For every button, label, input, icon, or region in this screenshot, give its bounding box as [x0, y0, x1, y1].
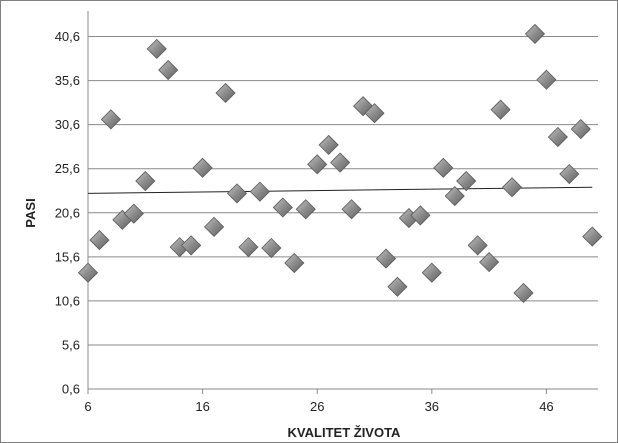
x-tick-label: 46 [539, 399, 553, 414]
data-points [77, 23, 603, 304]
y-tick-label: 10,6 [55, 293, 80, 308]
data-point [123, 203, 144, 224]
data-point [341, 199, 362, 220]
data-point [559, 163, 580, 185]
data-point [204, 216, 225, 237]
data-point [238, 237, 259, 258]
data-point [444, 185, 465, 207]
y-tick-label: 0,6 [62, 382, 80, 397]
data-point [215, 82, 236, 104]
y-tick-label: 5,6 [62, 337, 80, 352]
data-point [181, 235, 202, 256]
data-point [364, 103, 385, 124]
data-point [295, 199, 316, 220]
y-tick-label: 25,6 [55, 161, 80, 176]
data-point [582, 226, 603, 247]
data-point [536, 69, 557, 90]
data-point [284, 252, 305, 274]
x-tick-label: 36 [425, 399, 439, 414]
x-tick-label: 6 [84, 399, 91, 414]
x-axis-title: KVALITET ŽIVOTA [288, 425, 402, 440]
data-point [158, 59, 179, 81]
x-tick-label: 16 [195, 399, 209, 414]
data-point [421, 262, 442, 283]
data-point [524, 23, 546, 44]
data-point [249, 181, 270, 202]
data-point [570, 119, 591, 140]
data-point [375, 248, 397, 269]
data-point [192, 157, 213, 178]
data-point [433, 157, 454, 178]
data-point [146, 38, 167, 59]
data-point [501, 177, 523, 198]
data-point [513, 282, 534, 304]
data-point [547, 126, 568, 148]
data-point [479, 252, 500, 273]
data-point [456, 170, 477, 192]
y-tick-label: 15,6 [55, 249, 80, 264]
data-point [77, 262, 99, 283]
y-tick-label: 20,6 [55, 205, 80, 220]
data-point [89, 230, 110, 251]
data-point [307, 154, 328, 175]
y-tick-label: 30,6 [55, 117, 80, 132]
data-point [330, 152, 351, 173]
tick-labels: 0,6 5,6 10,6 15,6 20,6 25,6 30,6 35,6 40,6 6 16 26 3… [55, 29, 554, 414]
y-tick-label: 35,6 [55, 73, 80, 88]
y-axis-title: PASI [23, 198, 38, 227]
data-point [318, 134, 339, 155]
data-point [490, 99, 511, 120]
data-point [226, 183, 248, 204]
data-point [261, 237, 282, 259]
data-point [100, 109, 121, 130]
data-point [467, 235, 488, 256]
data-point [387, 276, 408, 297]
data-point [272, 197, 293, 218]
axes [87, 11, 598, 394]
x-tick-label: 26 [310, 399, 324, 414]
y-tick-label: 40,6 [55, 29, 80, 44]
data-point [135, 170, 156, 192]
data-point [410, 205, 431, 226]
